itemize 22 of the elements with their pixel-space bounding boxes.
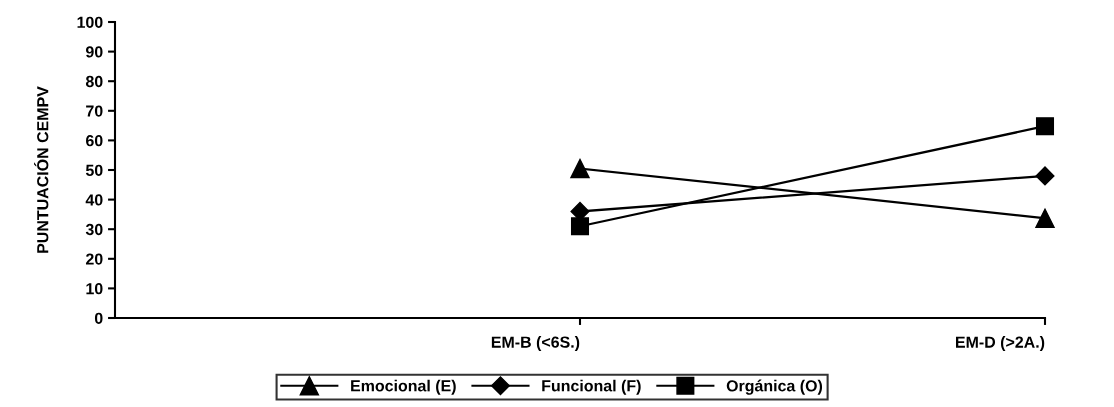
y-tick-label: 0 bbox=[94, 312, 103, 324]
y-tick-label: 90 bbox=[85, 46, 103, 58]
point bbox=[570, 217, 590, 236]
x-tick-label: EM-D (>2A.) bbox=[956, 336, 1045, 351]
legend-label: Emocional (E) bbox=[351, 379, 456, 395]
x-tick-label: EM-B (<6S.) bbox=[491, 336, 580, 351]
y-tick-label: 40 bbox=[85, 194, 103, 206]
point bbox=[1035, 117, 1055, 136]
y-tick-label: 30 bbox=[85, 223, 103, 236]
y-tick-label: 60 bbox=[86, 135, 103, 147]
point bbox=[1035, 208, 1055, 228]
y-tick-label: 100 bbox=[77, 16, 103, 28]
y-tick-label: 80 bbox=[85, 75, 103, 88]
point bbox=[570, 158, 590, 179]
point bbox=[1035, 166, 1055, 186]
legend-label: Orgánica (O) bbox=[726, 379, 823, 395]
y-axis-title: PUNTUACIÓN CEMPV bbox=[34, 86, 49, 253]
y-tick-label: 70 bbox=[86, 105, 103, 117]
y-tick-label: 20 bbox=[85, 253, 103, 265]
legend-label: Funcional (F) bbox=[542, 379, 641, 395]
y-tick-label: 50 bbox=[85, 164, 103, 176]
y-tick-label: 10 bbox=[86, 283, 103, 295]
